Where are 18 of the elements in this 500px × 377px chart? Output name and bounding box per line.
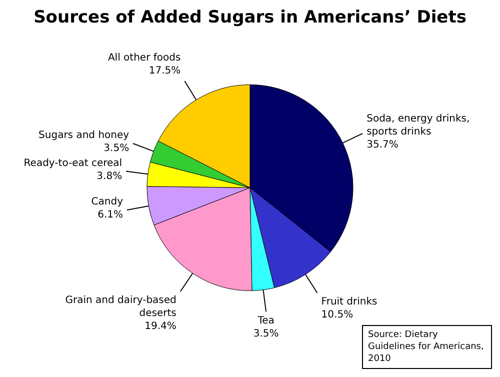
data-label: 3.5% <box>104 143 130 154</box>
slice-label: Soda, energy drinks, sports drinks <box>366 114 470 138</box>
slice-label: Fruit drinks <box>321 296 378 308</box>
slice-label: All other foods <box>108 52 181 64</box>
data-label: 3.8% <box>96 170 122 182</box>
slice-label: Grain and dairy-based deserts <box>65 295 176 320</box>
slice-label: Ready-to-eat cereal <box>24 158 122 169</box>
data-label: 35.7% <box>366 140 398 151</box>
slice-label: Candy <box>91 196 124 208</box>
data-label: 10.5% <box>321 310 354 321</box>
source-note: Source: Dietary Guidelines for Americans, 2010 <box>362 325 492 369</box>
slice-label: Tea <box>256 315 274 326</box>
data-label: 3.5% <box>253 328 279 340</box>
data-label: 19.4% <box>144 321 176 332</box>
slice-label: Sugars and honey <box>38 130 130 142</box>
data-label: 6.1% <box>98 210 123 221</box>
chart-title: Sources of Added Sugars in Americans’ Diets <box>34 8 466 28</box>
data-label: 17.5% <box>148 66 181 77</box>
